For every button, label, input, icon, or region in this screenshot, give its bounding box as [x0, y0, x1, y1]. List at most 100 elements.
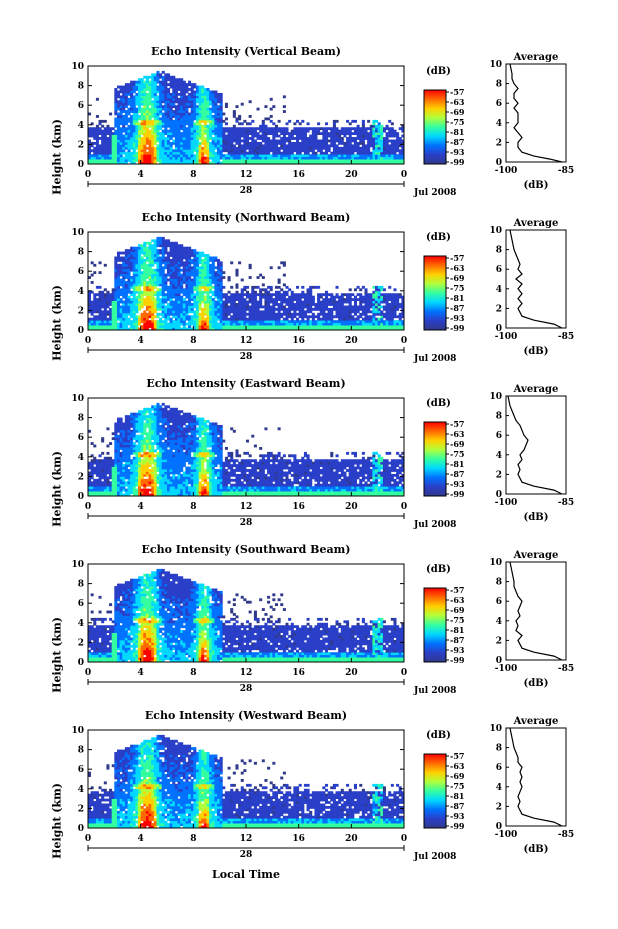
heat-cell — [188, 88, 192, 91]
heat-cell — [159, 239, 163, 243]
heat-cell — [209, 95, 213, 99]
heat-cell — [140, 144, 144, 148]
heat-cell — [159, 268, 163, 272]
heat-cell — [124, 300, 128, 304]
heat-cell — [298, 300, 302, 304]
heat-cell — [396, 137, 400, 140]
heat-cell — [156, 115, 160, 118]
heat-cell — [240, 312, 244, 316]
heat-cell — [116, 312, 120, 316]
heat-cell — [327, 317, 331, 321]
heat-cell — [198, 288, 202, 292]
heat-cell — [153, 137, 157, 140]
heat-cell — [272, 146, 276, 150]
heat-cell — [256, 315, 260, 319]
heat-cell — [398, 137, 402, 140]
heat-cell — [151, 149, 155, 153]
heat-cell — [388, 151, 392, 155]
heat-cell — [153, 146, 157, 150]
heat-cell — [111, 310, 115, 314]
heat-cell — [203, 317, 207, 321]
heat-cell — [256, 327, 260, 331]
heat-cell — [195, 137, 199, 140]
heat-cell — [214, 161, 218, 165]
heat-cell — [140, 261, 144, 265]
heat-cell — [156, 273, 160, 277]
heat-cell — [169, 261, 173, 265]
heat-cell — [156, 290, 160, 294]
heat-cell — [180, 295, 184, 299]
heat-cell — [353, 127, 357, 131]
heat-cell — [198, 276, 202, 279]
heat-cell — [206, 127, 210, 131]
heat-cell — [151, 124, 155, 128]
heat-cell — [122, 310, 126, 314]
heat-cell — [145, 266, 149, 270]
heat-cell — [177, 281, 181, 284]
heat-cell — [153, 239, 157, 243]
heat-cell — [351, 151, 355, 155]
heat-cell — [322, 134, 326, 138]
heat-cell — [327, 327, 331, 331]
heat-cell — [193, 90, 197, 94]
heat-cell — [116, 137, 120, 140]
heat-cell — [109, 144, 113, 148]
heat-cell — [272, 300, 276, 304]
heat-cell — [325, 137, 329, 140]
heat-cell — [232, 300, 236, 304]
heat-cell — [380, 288, 384, 292]
heat-cell — [375, 159, 379, 162]
heat-cell — [140, 107, 144, 111]
heat-cell — [180, 312, 184, 316]
heat-cell — [338, 156, 342, 160]
heat-cell — [174, 141, 178, 145]
heat-cell — [177, 258, 181, 262]
heat-cell — [193, 115, 197, 118]
heat-cell — [182, 312, 186, 316]
heat-cell — [140, 298, 144, 301]
heat-cell — [375, 298, 379, 301]
heat-cell — [135, 102, 139, 106]
heat-cell — [132, 107, 136, 111]
heat-cell — [156, 117, 160, 121]
heat-cell — [116, 100, 120, 104]
heat-cell — [188, 293, 192, 297]
x-tick-label: 12 — [240, 170, 253, 180]
heat-cell — [203, 151, 207, 155]
heat-cell — [348, 310, 352, 314]
heat-cell — [219, 144, 223, 148]
heat-cell — [148, 122, 152, 126]
heat-cell — [219, 115, 223, 118]
heat-cell — [195, 307, 199, 311]
heat-cell — [274, 298, 278, 301]
heat-cell — [188, 115, 192, 118]
heat-cell — [230, 322, 234, 326]
heat-cell — [327, 132, 331, 135]
heat-cell — [135, 303, 139, 306]
heat-cell — [140, 139, 144, 143]
heat-cell — [161, 258, 165, 262]
heat-cell — [156, 288, 160, 292]
heat-cell — [251, 146, 255, 150]
heat-cell — [388, 154, 392, 158]
heat-cell — [180, 159, 184, 162]
heat-cell — [219, 271, 223, 275]
heat-cell — [209, 263, 213, 267]
heat-cell — [359, 305, 363, 309]
heat-cell — [148, 110, 152, 113]
heat-cell — [306, 307, 310, 311]
heat-cell — [119, 312, 123, 316]
heat-cell — [88, 276, 92, 279]
heat-cell — [217, 325, 221, 328]
heat-cell — [338, 325, 342, 328]
heat-cell — [343, 317, 347, 321]
heat-cell — [167, 256, 171, 260]
heat-cell — [148, 281, 152, 284]
heat-cell — [198, 285, 202, 289]
heat-cell — [138, 144, 142, 148]
heat-cell — [180, 154, 184, 158]
heat-cell — [201, 139, 205, 143]
heat-cell — [185, 278, 189, 282]
heat-cell — [264, 132, 268, 135]
